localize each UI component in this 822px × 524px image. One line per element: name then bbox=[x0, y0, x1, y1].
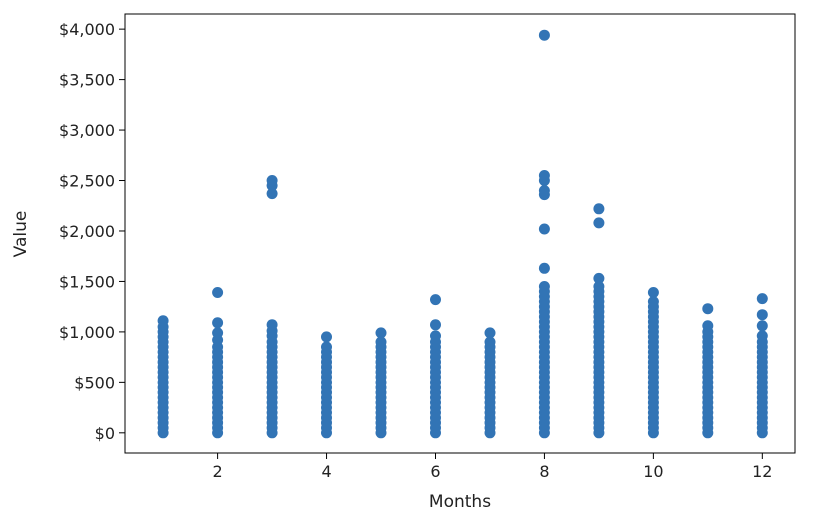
data-point bbox=[266, 319, 278, 331]
data-point bbox=[430, 319, 441, 331]
data-point bbox=[157, 315, 169, 327]
y-tick-label: $3,000 bbox=[59, 121, 115, 140]
x-tick-label: 12 bbox=[752, 462, 772, 481]
data-point bbox=[212, 287, 224, 298]
y-tick-label: $1,500 bbox=[59, 272, 115, 291]
data-point bbox=[430, 330, 441, 342]
data-point bbox=[538, 223, 550, 235]
x-tick-label: 4 bbox=[321, 462, 331, 481]
data-point bbox=[538, 170, 550, 181]
data-point bbox=[756, 330, 768, 342]
points-layer bbox=[157, 29, 768, 439]
data-point bbox=[321, 331, 332, 343]
data-point bbox=[756, 320, 768, 332]
data-point bbox=[375, 327, 387, 339]
data-point bbox=[647, 296, 659, 308]
y-tick-label: $2,000 bbox=[59, 222, 115, 241]
x-axis-label: Months bbox=[429, 492, 491, 512]
data-point bbox=[484, 327, 496, 339]
y-tick-label: $0 bbox=[95, 424, 115, 443]
data-point bbox=[593, 217, 605, 229]
x-axis: 2 4 6 8 10 12 bbox=[213, 453, 772, 481]
data-point bbox=[702, 320, 714, 332]
data-point bbox=[430, 294, 441, 306]
x-tick-label: 10 bbox=[643, 462, 663, 481]
data-point bbox=[756, 309, 768, 321]
data-point bbox=[375, 336, 387, 348]
data-point bbox=[538, 262, 550, 274]
data-point bbox=[647, 287, 659, 298]
data-point bbox=[756, 293, 768, 305]
y-axis: $0 $500 $1,000 $1,500 $2,000 $2,500 $3,000 $3,5… bbox=[59, 20, 125, 443]
data-point bbox=[266, 188, 278, 200]
data-point bbox=[321, 341, 332, 353]
plot-frame bbox=[124, 13, 796, 454]
y-tick-label: $500 bbox=[74, 373, 115, 392]
data-point bbox=[212, 317, 224, 329]
data-point bbox=[593, 272, 605, 284]
y-tick-label: $4,000 bbox=[59, 20, 115, 39]
data-point bbox=[538, 185, 550, 197]
data-point bbox=[538, 29, 550, 41]
data-point bbox=[702, 303, 714, 315]
y-axis-label: Value bbox=[11, 211, 31, 258]
y-tick-label: $2,500 bbox=[59, 172, 115, 191]
y-tick-label: $3,500 bbox=[59, 71, 115, 90]
data-point bbox=[593, 203, 605, 215]
x-tick-label: 8 bbox=[539, 462, 549, 481]
data-point bbox=[484, 336, 496, 348]
data-point bbox=[212, 327, 224, 339]
data-point bbox=[538, 281, 550, 292]
data-point bbox=[593, 281, 605, 292]
x-tick-label: 2 bbox=[213, 462, 223, 481]
x-tick-label: 6 bbox=[430, 462, 440, 481]
y-tick-label: $1,000 bbox=[59, 323, 115, 342]
data-point bbox=[266, 175, 278, 186]
